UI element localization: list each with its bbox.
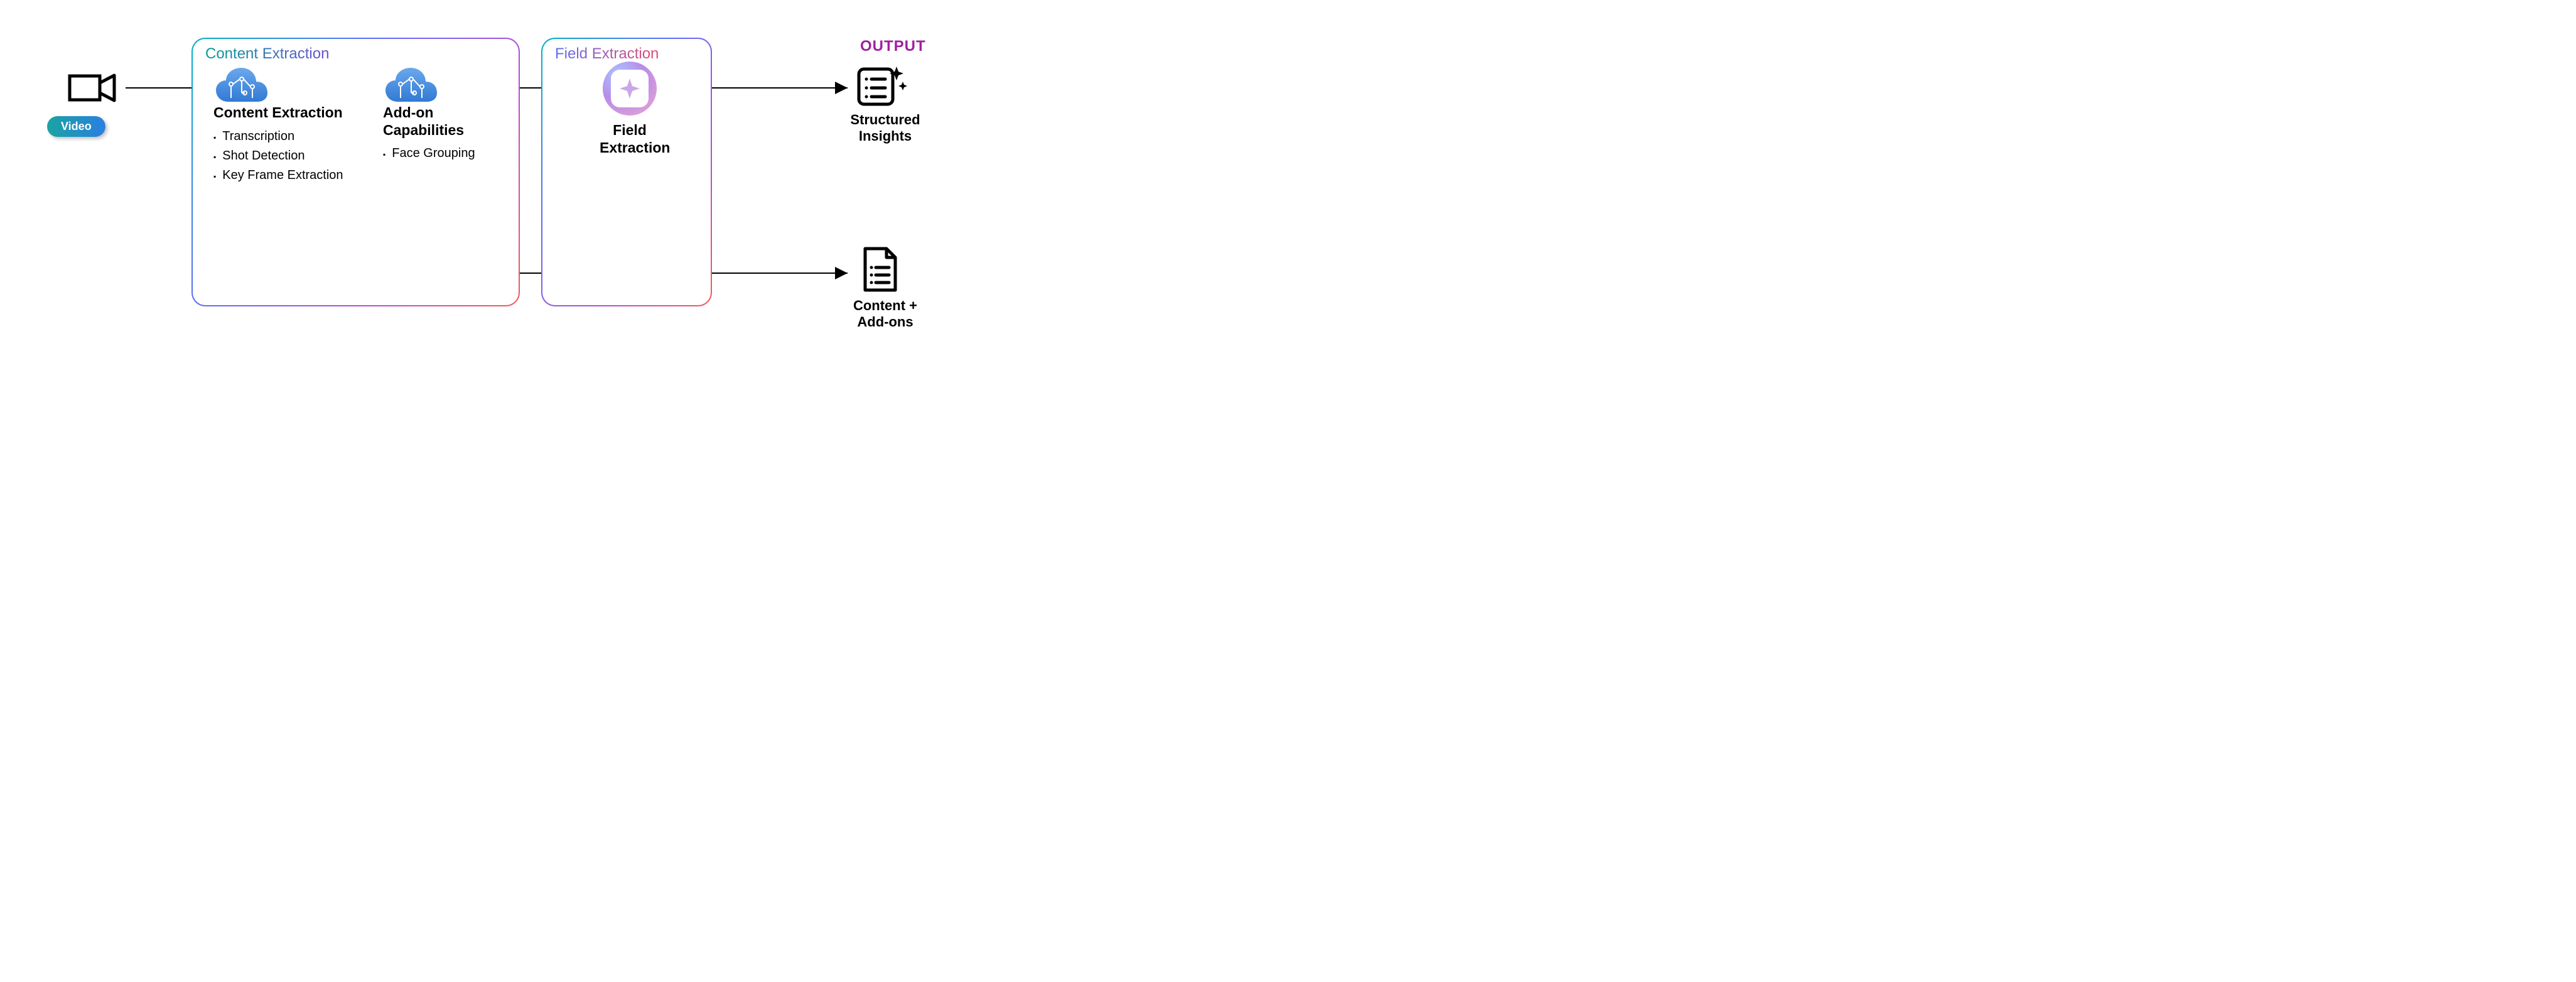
diagram-canvas: Video Content Extraction Content Extract… — [0, 0, 967, 369]
content-panel-title: Content Extraction — [205, 45, 329, 63]
input-block — [68, 72, 117, 104]
list-item: Face Grouping — [383, 146, 515, 161]
video-badge-label: Video — [61, 120, 92, 132]
cloud-ai-icon — [213, 65, 270, 104]
output-structured-insights — [855, 63, 908, 108]
field-extraction-title: Field Extraction — [600, 122, 660, 156]
insights-icon — [855, 63, 908, 108]
sparkle-orb-icon — [603, 62, 657, 116]
content-extraction-node: Content Extraction Transcription Shot De… — [213, 65, 370, 188]
output-top-label: Structured Insights — [848, 112, 923, 145]
content-extraction-title: Content Extraction — [213, 104, 370, 122]
field-extraction-node: Field Extraction — [600, 62, 660, 156]
output-header: OUTPUT — [860, 38, 926, 55]
addon-capabilities-node: Add-on Capabilities Face Grouping — [383, 65, 515, 166]
cloud-ai-icon — [383, 65, 439, 104]
output-bottom-label: Content + Add-ons — [848, 298, 923, 331]
addon-capabilities-title: Add-on Capabilities — [383, 104, 515, 139]
field-panel-title: Field Extraction — [555, 45, 659, 63]
video-badge: Video — [47, 116, 105, 137]
video-camera-icon — [68, 72, 117, 104]
content-extraction-list: Transcription Shot Detection Key Frame E… — [213, 129, 370, 183]
list-item: Key Frame Extraction — [213, 168, 370, 183]
list-item: Transcription — [213, 129, 370, 144]
addon-capabilities-list: Face Grouping — [383, 146, 515, 161]
output-content-addons — [860, 246, 900, 294]
list-item: Shot Detection — [213, 149, 370, 163]
sparkle-icon — [618, 77, 641, 100]
document-list-icon — [860, 246, 900, 294]
